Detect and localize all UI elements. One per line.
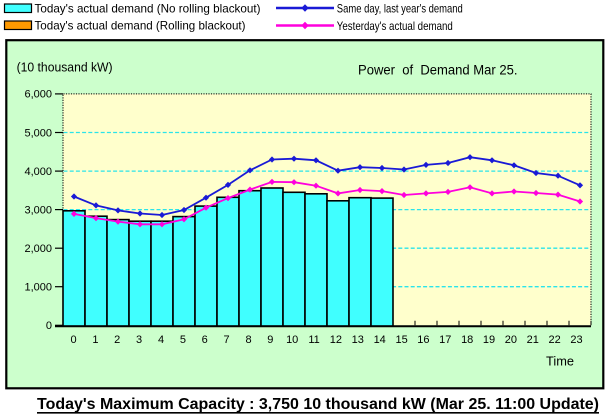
svg-text:18: 18	[461, 334, 473, 346]
svg-text:0: 0	[70, 334, 76, 346]
svg-text:3,000: 3,000	[24, 204, 52, 216]
svg-text:17: 17	[439, 334, 451, 346]
svg-text:Time: Time	[546, 355, 574, 369]
svg-text:2,000: 2,000	[24, 243, 52, 255]
svg-text:Today's actual demand (Rolling: Today's actual demand (Rolling blackout)	[35, 19, 246, 33]
svg-text:6: 6	[202, 334, 208, 346]
svg-text:4,000: 4,000	[24, 166, 52, 178]
svg-text:(10 thousand kW): (10 thousand kW)	[17, 60, 113, 75]
svg-text:14: 14	[374, 334, 386, 346]
svg-text:4: 4	[158, 334, 164, 346]
svg-text:6,000: 6,000	[24, 89, 52, 101]
svg-text:Today's actual demand (No roll: Today's actual demand (No rolling blacko…	[35, 2, 261, 16]
svg-text:15: 15	[395, 334, 407, 346]
svg-text:19: 19	[483, 334, 495, 346]
svg-text:23: 23	[570, 334, 582, 346]
svg-text:5,000: 5,000	[24, 127, 52, 139]
svg-text:Same day, last year's demand: Same day, last year's demand	[337, 2, 463, 16]
svg-text:1,000: 1,000	[24, 282, 52, 294]
svg-text:22: 22	[548, 334, 560, 346]
svg-text:7: 7	[224, 334, 230, 346]
svg-text:0: 0	[46, 320, 52, 332]
svg-text:Today's Maximum Capacity : 3,7: Today's Maximum Capacity : 3,750 10 thou…	[37, 396, 599, 413]
svg-text:9: 9	[267, 334, 273, 346]
svg-text:13: 13	[352, 334, 364, 346]
svg-text:21: 21	[527, 334, 539, 346]
svg-text:8: 8	[245, 334, 251, 346]
svg-text:16: 16	[417, 334, 429, 346]
svg-text:10: 10	[286, 334, 298, 346]
svg-text:11: 11	[308, 334, 319, 346]
svg-text:Yesterday's actual demand: Yesterday's actual demand	[337, 19, 453, 33]
svg-text:20: 20	[505, 334, 517, 346]
svg-text:2: 2	[114, 334, 120, 346]
svg-text:3: 3	[136, 334, 142, 346]
svg-text:12: 12	[330, 334, 342, 346]
svg-text:5: 5	[180, 334, 186, 346]
svg-text:1: 1	[92, 334, 98, 346]
svg-text:Power of Demand Mar 25.: Power of Demand Mar 25.	[358, 63, 518, 78]
